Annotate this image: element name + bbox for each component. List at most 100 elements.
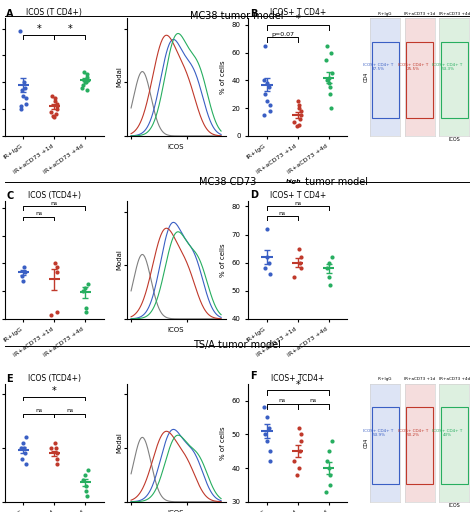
Text: ns: ns bbox=[294, 201, 301, 206]
Y-axis label: % of cells: % of cells bbox=[220, 426, 226, 460]
Point bbox=[261, 41, 269, 50]
Text: *: * bbox=[296, 380, 301, 390]
Point bbox=[79, 81, 87, 89]
Text: *: * bbox=[67, 25, 72, 34]
Text: p=0.07: p=0.07 bbox=[271, 32, 294, 37]
Point bbox=[262, 264, 269, 272]
Point bbox=[325, 259, 332, 267]
Text: C: C bbox=[6, 191, 14, 201]
Point bbox=[293, 471, 301, 479]
Point bbox=[54, 263, 61, 271]
Point bbox=[47, 311, 55, 319]
Text: MC38 CD73: MC38 CD73 bbox=[199, 177, 256, 187]
Point bbox=[82, 487, 90, 495]
Point bbox=[326, 464, 333, 472]
Y-axis label: CD4: CD4 bbox=[364, 72, 369, 82]
Point bbox=[323, 457, 330, 465]
Text: F: F bbox=[250, 371, 256, 381]
Point bbox=[328, 253, 336, 261]
Y-axis label: % of cells: % of cells bbox=[220, 60, 226, 94]
Point bbox=[16, 27, 24, 35]
Point bbox=[291, 118, 298, 126]
Point bbox=[297, 107, 305, 115]
Point bbox=[83, 493, 91, 501]
Point bbox=[265, 259, 273, 267]
Point bbox=[296, 447, 304, 455]
Point bbox=[326, 83, 334, 92]
X-axis label: ICOS: ICOS bbox=[448, 137, 460, 142]
Point bbox=[264, 253, 271, 261]
Text: IR+IgG: IR+IgG bbox=[378, 377, 392, 381]
Title: ICOS (T CD4+): ICOS (T CD4+) bbox=[26, 8, 82, 17]
Point bbox=[53, 460, 60, 468]
Point bbox=[81, 471, 89, 479]
Point bbox=[266, 270, 273, 278]
Point bbox=[325, 447, 332, 455]
Point bbox=[263, 225, 271, 233]
Point bbox=[264, 79, 271, 87]
Text: *: * bbox=[36, 25, 41, 34]
Point bbox=[293, 122, 301, 131]
Text: A: A bbox=[6, 9, 14, 19]
Point bbox=[297, 264, 305, 272]
Point bbox=[265, 83, 273, 92]
Bar bbox=[372, 41, 399, 118]
Point bbox=[81, 78, 89, 87]
Point bbox=[295, 245, 302, 253]
Point bbox=[260, 76, 267, 84]
Point bbox=[322, 55, 330, 63]
Bar bbox=[406, 41, 433, 118]
Point bbox=[82, 78, 90, 87]
Point bbox=[327, 90, 334, 98]
X-axis label: ICOS: ICOS bbox=[168, 510, 184, 512]
Point bbox=[83, 73, 91, 81]
Point bbox=[82, 482, 90, 490]
Point bbox=[82, 75, 90, 83]
Text: IR+aCD73 +4d: IR+aCD73 +4d bbox=[439, 12, 470, 15]
Point bbox=[53, 105, 60, 113]
Point bbox=[19, 439, 27, 447]
Point bbox=[19, 276, 27, 285]
Text: ns: ns bbox=[35, 211, 42, 216]
Point bbox=[54, 455, 61, 463]
Point bbox=[291, 272, 298, 281]
Point bbox=[265, 423, 273, 432]
Text: ICOS+ CD4+ T
53.9%: ICOS+ CD4+ T 53.9% bbox=[364, 429, 394, 437]
Point bbox=[291, 457, 298, 465]
Point bbox=[22, 433, 30, 441]
Point bbox=[296, 259, 304, 267]
Text: ns: ns bbox=[66, 408, 73, 413]
Point bbox=[51, 259, 59, 267]
Point bbox=[54, 268, 61, 276]
X-axis label: ICOS: ICOS bbox=[168, 144, 184, 150]
Point bbox=[323, 41, 331, 50]
Point bbox=[85, 75, 92, 83]
Y-axis label: CD4: CD4 bbox=[364, 438, 369, 448]
Point bbox=[262, 430, 269, 438]
Bar bbox=[372, 408, 399, 484]
Y-axis label: % of cells: % of cells bbox=[220, 243, 226, 276]
Point bbox=[20, 78, 27, 87]
Point bbox=[266, 101, 273, 110]
Point bbox=[22, 94, 30, 102]
Text: *: * bbox=[296, 14, 301, 24]
Text: B: B bbox=[250, 9, 257, 18]
Text: D: D bbox=[250, 190, 258, 200]
Point bbox=[297, 111, 305, 119]
Text: tumor model: tumor model bbox=[302, 177, 368, 187]
Point bbox=[51, 439, 59, 447]
Text: IR+IgG: IR+IgG bbox=[378, 12, 392, 15]
X-axis label: ICOS: ICOS bbox=[448, 503, 460, 508]
Bar bbox=[441, 408, 468, 484]
Text: high: high bbox=[285, 179, 301, 184]
Point bbox=[297, 430, 305, 438]
Point bbox=[78, 83, 86, 92]
Point bbox=[22, 460, 30, 468]
Point bbox=[18, 272, 26, 280]
Point bbox=[79, 287, 87, 295]
Title: ICOS+ T CD4+: ICOS+ T CD4+ bbox=[270, 191, 326, 200]
Text: ICOS+ CD4+ T
50.2%: ICOS+ CD4+ T 50.2% bbox=[398, 429, 428, 437]
Point bbox=[80, 68, 87, 76]
Point bbox=[83, 70, 91, 78]
Text: ICOS+ CD4+ T
25.5%: ICOS+ CD4+ T 25.5% bbox=[398, 63, 428, 71]
